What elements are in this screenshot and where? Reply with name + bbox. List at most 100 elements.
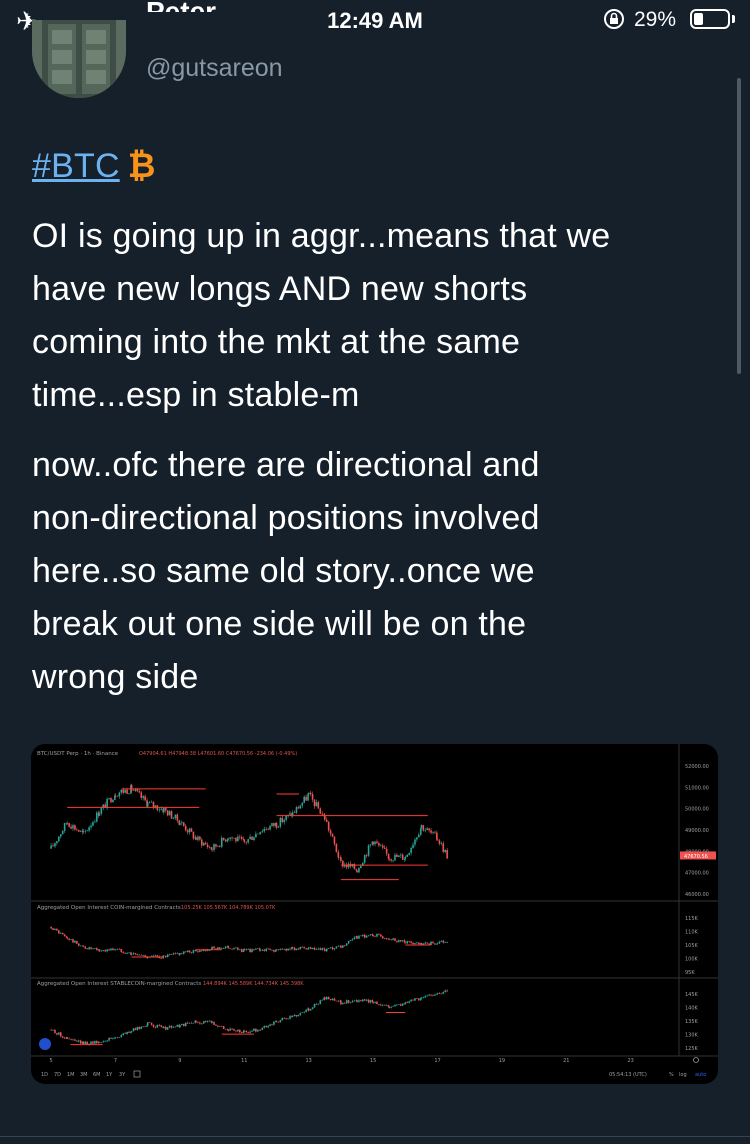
candle-body	[432, 831, 434, 833]
candle-body	[126, 1031, 128, 1034]
display-name[interactable]: Peter	[146, 0, 216, 12]
candle-body	[233, 1029, 235, 1031]
candle-body	[291, 946, 293, 950]
candle-body	[323, 814, 325, 816]
candle-body	[257, 948, 259, 949]
candle-body	[424, 996, 427, 998]
tweet-line: now..ofc there are directional and	[32, 446, 540, 484]
user-handle[interactable]: @gutsareon	[146, 54, 283, 82]
candle-body	[98, 1041, 101, 1043]
candle-body	[398, 855, 400, 858]
candle-body	[319, 1000, 322, 1004]
candle-body	[76, 940, 78, 944]
candle-body	[179, 823, 181, 825]
candle-body	[253, 949, 255, 950]
x-tick-label: 5	[50, 1058, 53, 1064]
candle-body	[181, 822, 183, 824]
candle-body	[199, 836, 201, 840]
candle-body	[343, 1003, 346, 1004]
candle-body	[96, 1041, 98, 1044]
candle-body	[134, 789, 137, 791]
candle-body	[176, 953, 179, 954]
scrollbar[interactable]	[737, 78, 741, 374]
candle-body	[52, 1030, 54, 1031]
tweet-line: non-directional positions involved	[32, 499, 540, 537]
candle-body	[347, 1000, 350, 1003]
candle-body	[202, 949, 205, 951]
candle-body	[259, 950, 262, 951]
candle-body	[102, 804, 105, 809]
candle-body	[360, 865, 362, 869]
candle-body	[358, 935, 360, 939]
candle-body	[150, 955, 153, 958]
candle-body	[96, 948, 98, 951]
candle-body	[112, 948, 114, 951]
candle-body	[66, 1037, 68, 1039]
candle-body	[340, 857, 342, 861]
candle-body	[58, 1032, 60, 1035]
x-tick-label: 11	[241, 1058, 247, 1064]
hashtag-link[interactable]: #BTC	[32, 147, 120, 185]
candle-body	[258, 833, 261, 835]
candle-body	[90, 825, 92, 828]
candle-body	[122, 789, 125, 793]
x-tick-label: 23	[628, 1058, 634, 1064]
candle-body	[277, 1022, 280, 1023]
candle-body	[190, 828, 193, 832]
candle-body	[197, 1022, 199, 1023]
chart-image-card[interactable]: BTC/USDT Perp · 1h · Binance O47904.61 H4…	[31, 744, 718, 1084]
candle-body	[79, 1040, 82, 1044]
candle-body	[408, 1001, 410, 1003]
candle-body	[219, 845, 221, 847]
candle-body	[376, 841, 378, 844]
candle-body	[220, 948, 223, 950]
last-price-label: 47670.56	[684, 854, 708, 860]
candle-body	[390, 1006, 392, 1008]
candle-body	[412, 942, 414, 944]
candle-body	[367, 999, 370, 1003]
candle-body	[444, 850, 447, 852]
candle-body	[273, 950, 275, 952]
avatar[interactable]	[32, 20, 126, 98]
candle-body	[114, 795, 117, 797]
candle-body	[136, 954, 139, 956]
candle-body	[204, 1021, 207, 1023]
battery-percent: 29%	[634, 8, 677, 31]
candle-body	[229, 1028, 231, 1031]
candle-body	[422, 943, 425, 945]
candle-body	[255, 1028, 257, 1032]
panel-title: Aggregated Open Interest STABLECOIN-marg…	[37, 981, 201, 987]
candle-body	[325, 948, 328, 952]
candle-body	[345, 1000, 348, 1004]
candle-body	[440, 993, 443, 995]
candle-body	[307, 947, 310, 949]
candle-body	[156, 955, 159, 957]
candle-body	[307, 792, 310, 795]
candle-body	[116, 948, 119, 950]
candle-body	[381, 845, 384, 848]
candle-body	[86, 948, 88, 950]
candle-body	[313, 799, 316, 807]
candle-body	[247, 1032, 249, 1033]
candle-body	[351, 939, 354, 940]
candle-body	[265, 948, 267, 951]
candle-body	[192, 950, 195, 953]
y-tick-label: 51000.00	[685, 785, 709, 791]
candle-body	[361, 862, 364, 866]
candle-body	[211, 946, 213, 950]
candle-body	[82, 945, 85, 947]
timeframe-button: 3Y	[119, 1072, 126, 1078]
candle-body	[114, 1038, 116, 1039]
candle-body	[238, 949, 241, 950]
candle-body	[63, 934, 66, 937]
candle-body	[380, 934, 382, 937]
candle-body	[299, 946, 302, 950]
candle-body	[283, 948, 286, 950]
candle-body	[394, 1004, 396, 1007]
candle-body	[200, 839, 203, 846]
candle-body	[263, 1026, 266, 1028]
candle-body	[77, 1040, 80, 1042]
divider	[0, 1136, 750, 1137]
candle-body	[148, 802, 151, 803]
candle-body	[217, 845, 219, 847]
